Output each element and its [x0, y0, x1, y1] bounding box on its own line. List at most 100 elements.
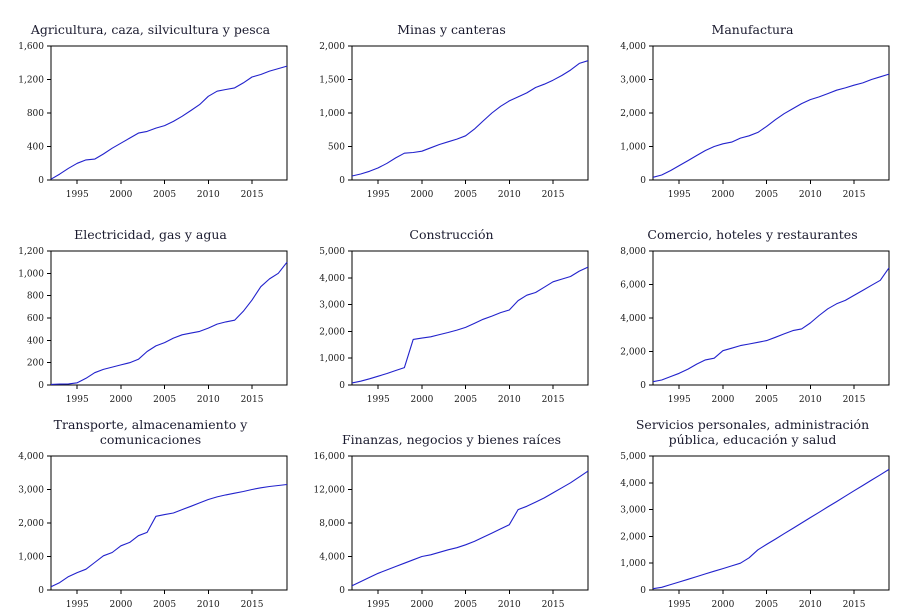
svg-text:0: 0 [38, 586, 44, 596]
svg-text:2015: 2015 [240, 190, 263, 200]
svg-text:2015: 2015 [842, 395, 865, 405]
svg-text:1995: 1995 [667, 190, 690, 200]
svg-text:3,000: 3,000 [620, 506, 646, 516]
svg-text:3,000: 3,000 [18, 486, 44, 496]
svg-text:2010: 2010 [196, 395, 219, 405]
svg-text:2010: 2010 [497, 600, 520, 610]
svg-text:400: 400 [26, 336, 43, 346]
svg-text:2005: 2005 [153, 395, 176, 405]
svg-text:2,000: 2,000 [319, 327, 345, 337]
svg-text:1,000: 1,000 [620, 559, 646, 569]
chart-title: Electricidad, gas y agua [74, 227, 227, 243]
svg-text:3,000: 3,000 [620, 76, 646, 86]
svg-text:2010: 2010 [798, 600, 821, 610]
svg-text:1,000: 1,000 [319, 354, 345, 364]
svg-text:2015: 2015 [541, 190, 564, 200]
svg-text:2015: 2015 [240, 600, 263, 610]
chart-cell-transporte: Transporte, almacenamiento y comunicacio… [0, 412, 301, 616]
svg-text:2015: 2015 [842, 190, 865, 200]
chart-cell-servicios: Servicios personales, administración púb… [602, 412, 903, 616]
svg-text:2005: 2005 [454, 190, 477, 200]
svg-text:2,000: 2,000 [620, 109, 646, 119]
svg-text:1,000: 1,000 [18, 269, 44, 279]
svg-text:2015: 2015 [541, 395, 564, 405]
svg-text:2000: 2000 [109, 190, 132, 200]
svg-text:4,000: 4,000 [620, 42, 646, 52]
svg-text:4,000: 4,000 [18, 452, 44, 462]
svg-text:1,000: 1,000 [319, 109, 345, 119]
svg-text:2,000: 2,000 [319, 42, 345, 52]
svg-text:6,000: 6,000 [620, 281, 646, 291]
svg-text:2010: 2010 [196, 600, 219, 610]
svg-text:2005: 2005 [153, 600, 176, 610]
svg-text:2,000: 2,000 [620, 532, 646, 542]
chart-cell-agricultura: Agricultura, caza, silvicultura y pesca … [0, 2, 301, 207]
svg-text:1,000: 1,000 [620, 143, 646, 153]
svg-text:800: 800 [26, 292, 43, 302]
svg-text:500: 500 [327, 143, 344, 153]
plot-area: 0 500 1,000 1,500 2,000 1995 2000 2005 2010 2015 [306, 40, 598, 202]
svg-text:2010: 2010 [798, 395, 821, 405]
svg-text:2000: 2000 [711, 190, 734, 200]
svg-text:1995: 1995 [366, 600, 389, 610]
svg-text:1,000: 1,000 [18, 553, 44, 563]
svg-text:2,000: 2,000 [620, 348, 646, 358]
svg-text:2005: 2005 [454, 395, 477, 405]
chart-cell-electricidad: Electricidad, gas y agua 0 200 400 600 800 1,… [0, 207, 301, 412]
svg-text:2010: 2010 [196, 190, 219, 200]
svg-text:0: 0 [38, 176, 44, 186]
svg-text:1995: 1995 [366, 395, 389, 405]
svg-text:2010: 2010 [497, 395, 520, 405]
svg-text:600: 600 [26, 314, 43, 324]
plot-area: 0 1,000 2,000 3,000 4,000 1995 2000 2005 2010 201… [5, 450, 297, 612]
svg-text:4,000: 4,000 [620, 479, 646, 489]
svg-text:12,000: 12,000 [313, 486, 345, 496]
svg-text:3,000: 3,000 [319, 301, 345, 311]
svg-text:1995: 1995 [667, 600, 690, 610]
svg-text:2005: 2005 [454, 600, 477, 610]
svg-text:0: 0 [339, 381, 345, 391]
svg-text:2000: 2000 [410, 600, 433, 610]
chart-title: Servicios personales, administración púb… [635, 416, 870, 448]
svg-text:1995: 1995 [65, 395, 88, 405]
svg-text:2010: 2010 [798, 190, 821, 200]
chart-title: Agricultura, caza, silvicultura y pesca [30, 22, 271, 38]
chart-title: Finanzas, negocios y bienes raíces [341, 432, 562, 448]
svg-text:1995: 1995 [366, 190, 389, 200]
chart-title: Transporte, almacenamiento y comunicacio… [53, 416, 248, 448]
svg-text:4,000: 4,000 [319, 274, 345, 284]
svg-text:2000: 2000 [109, 395, 132, 405]
svg-text:4,000: 4,000 [620, 314, 646, 324]
svg-text:1,600: 1,600 [18, 42, 44, 52]
svg-text:1995: 1995 [65, 190, 88, 200]
chart-title: Construcción [409, 227, 494, 243]
svg-text:0: 0 [640, 381, 646, 391]
svg-text:2000: 2000 [711, 395, 734, 405]
svg-text:5,000: 5,000 [319, 247, 345, 257]
svg-text:16,000: 16,000 [313, 452, 345, 462]
svg-text:2015: 2015 [541, 600, 564, 610]
svg-text:2005: 2005 [153, 190, 176, 200]
svg-text:2000: 2000 [109, 600, 132, 610]
svg-text:800: 800 [26, 109, 43, 119]
svg-text:1,200: 1,200 [18, 76, 44, 86]
chart-cell-finanzas: Finanzas, negocios y bienes raíces 0 4,00… [301, 412, 602, 616]
chart-cell-minas: Minas y canteras 0 500 1,000 1,500 2,000 1995… [301, 2, 602, 207]
chart-title: Manufactura [711, 22, 794, 38]
plot-area: 0 200 400 600 800 1,000 1,200 1995 2000 2005 2010 2… [5, 245, 297, 407]
svg-text:1995: 1995 [667, 395, 690, 405]
svg-text:0: 0 [339, 586, 345, 596]
plot-area: 0 4,000 8,000 12,000 16,000 1995 2000 2005 2010 2… [306, 450, 598, 612]
svg-text:5,000: 5,000 [620, 452, 646, 462]
plot-area: 0 400 800 1,200 1,600 1995 2000 2005 2010 2015 [5, 40, 297, 202]
svg-text:0: 0 [640, 176, 646, 186]
svg-text:8,000: 8,000 [319, 519, 345, 529]
svg-text:2005: 2005 [755, 190, 778, 200]
svg-text:0: 0 [640, 586, 646, 596]
svg-text:4,000: 4,000 [319, 553, 345, 563]
chart-title: Minas y canteras [397, 22, 506, 38]
svg-text:200: 200 [26, 359, 43, 369]
svg-text:2005: 2005 [755, 600, 778, 610]
